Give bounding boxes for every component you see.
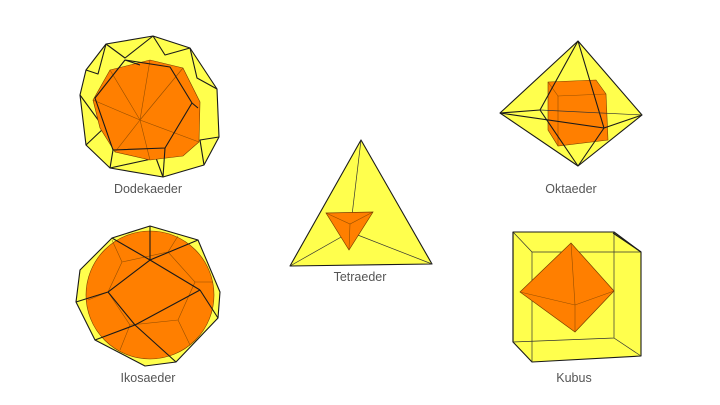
icosahedron-label: Ikosaeder	[121, 371, 176, 385]
dodecahedron-front-edges	[79, 35, 220, 178]
cube-figure: Kubus	[512, 231, 642, 385]
tetrahedron-outer	[289, 139, 433, 267]
cube-visible-edges	[512, 232, 642, 342]
octahedron-inner	[519, 242, 615, 333]
octahedron-hidden-edges	[539, 109, 643, 116]
tetrahedron-label: Tetraeder	[334, 270, 387, 284]
cube-hidden-edges	[512, 231, 642, 362]
dodecahedron-visible-edges	[94, 59, 199, 178]
icosahedron-figure: Ikosaeder	[75, 225, 221, 385]
tetrahedron-figure: Tetraeder	[289, 139, 433, 284]
tetrahedron-inner-edges	[325, 211, 374, 251]
cube-label: Kubus	[556, 371, 591, 385]
dodecahedron-figure: Dodekaeder	[79, 35, 220, 196]
octahedron-label: Oktaeder	[545, 182, 596, 196]
icosahedron-visible-edges	[75, 226, 219, 363]
icosahedron-inner-edges	[92, 59, 200, 161]
octahedron-figure: Oktaeder	[499, 40, 643, 196]
dodecahedron-label: Dodekaeder	[114, 182, 182, 196]
cube-inner	[547, 79, 609, 147]
